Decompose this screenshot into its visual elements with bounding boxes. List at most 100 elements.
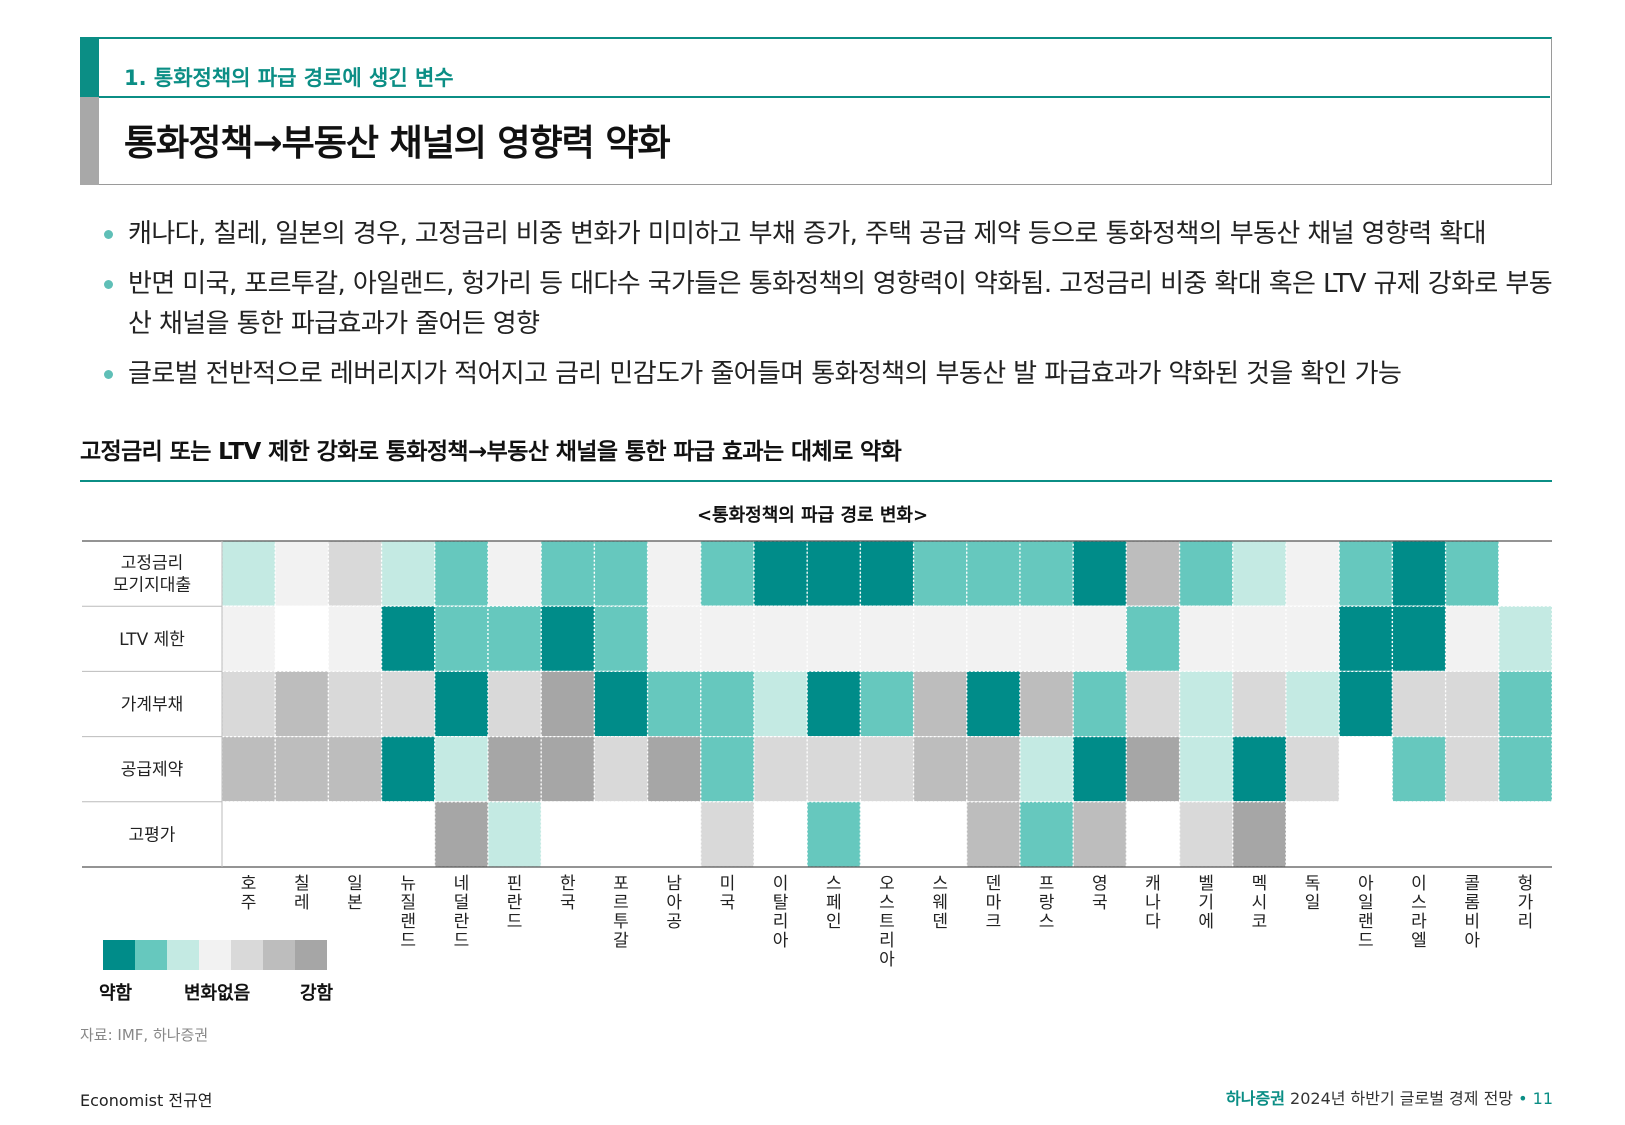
heatmap-cell xyxy=(1019,801,1074,868)
heatmap-cell xyxy=(646,605,702,673)
legend-label-nochange: 변화없음 xyxy=(184,983,251,1004)
heatmap-cell xyxy=(1391,735,1447,803)
heatmap-cell xyxy=(487,540,542,607)
heatmap-cell xyxy=(1125,605,1181,673)
legend-swatch xyxy=(103,940,135,970)
heading-rule xyxy=(80,480,1552,482)
row-label: 고정금리 xyxy=(121,554,184,574)
heatmap-cell xyxy=(434,605,489,673)
heatmap-cell xyxy=(859,735,915,803)
heatmap-cell xyxy=(1498,540,1553,607)
heatmap-cell xyxy=(1285,801,1340,868)
heatmap-cell xyxy=(1285,670,1340,738)
legend-label-strong: 강함 xyxy=(300,983,334,1004)
heatmap-cell xyxy=(221,540,276,607)
heatmap-cell xyxy=(221,801,276,868)
section-label: 1. 통화정책의 파급 경로에 생긴 변수 xyxy=(124,66,454,90)
heatmap-cell xyxy=(753,670,808,738)
heatmap-cell xyxy=(1498,605,1553,673)
heatmap-cell xyxy=(912,735,968,803)
legend-swatch xyxy=(231,940,263,970)
heatmap-cell xyxy=(646,735,702,803)
heatmap-cell xyxy=(540,605,596,673)
heatmap-cell xyxy=(1338,540,1394,607)
bullet-text: 글로벌 전반적으로 레버리지가 적어지고 금리 민감도가 줄어들며 통화정책의 … xyxy=(128,359,1402,389)
heatmap-cell xyxy=(1125,801,1181,868)
heatmap-cell xyxy=(540,735,596,803)
heatmap-cell xyxy=(912,540,968,607)
bullet-text: 반면 미국, 포르투갈, 아일랜드, 헝가리 등 대다수 국가들은 통화정책의 … xyxy=(128,269,1553,339)
heatmap-cell xyxy=(1178,801,1234,868)
row-label: 가계부채 xyxy=(121,695,184,715)
heatmap-cell xyxy=(1338,735,1394,803)
header-divider xyxy=(99,96,1550,98)
bullet-text: 캐나다, 칠레, 일본의 경우, 고정금리 비중 변화가 미미하고 부채 증가,… xyxy=(128,219,1487,249)
heatmap-cell xyxy=(1178,605,1234,673)
heatmap-cell xyxy=(1125,540,1181,607)
heatmap-cell xyxy=(1232,540,1287,607)
row-label: 공급제약 xyxy=(121,760,184,780)
legend-swatch xyxy=(263,940,295,970)
bullet-item: 캐나다, 칠레, 일본의 경우, 고정금리 비중 변화가 미미하고 부채 증가,… xyxy=(104,214,1564,254)
heatmap-cell xyxy=(700,670,755,738)
heatmap-cell xyxy=(327,540,383,607)
heatmap-cell xyxy=(1444,605,1500,673)
heatmap-cell xyxy=(1072,540,1128,607)
heatmap-cell xyxy=(753,605,808,673)
heatmap-cell xyxy=(380,540,436,607)
heatmap-cell xyxy=(540,670,596,738)
heatmap-cell xyxy=(274,605,330,673)
row-label: 고평가 xyxy=(129,825,176,845)
heatmap-cell xyxy=(1391,670,1447,738)
heatmap-cell xyxy=(806,670,862,738)
legend-swatch xyxy=(199,940,231,970)
heatmap-cell xyxy=(274,670,330,738)
heatmap-cell xyxy=(593,670,649,738)
heatmap-cell xyxy=(487,801,542,868)
heatmap-cell xyxy=(646,540,702,607)
heatmap-cell xyxy=(1072,605,1128,673)
footer-report: 하나증권 2024년 하반기 글로벌 경제 전망 • 11 xyxy=(1226,1085,1553,1109)
heatmap-cell xyxy=(274,735,330,803)
legend-label-weak: 약함 xyxy=(99,983,133,1004)
heatmap-cell xyxy=(859,801,915,868)
heatmap-cell xyxy=(753,801,808,868)
page-title: 통화정책→부동산 채널의 영향력 약화 xyxy=(124,123,671,164)
heatmap-cell xyxy=(1072,801,1128,868)
footer-brand: 하나증권 xyxy=(1226,1089,1285,1108)
bullet-dot-icon xyxy=(104,230,113,239)
heatmap-cell xyxy=(1178,540,1234,607)
heatmap-cell xyxy=(700,605,755,673)
heatmap-cell xyxy=(540,801,596,868)
heatmap-cell xyxy=(327,735,383,803)
bullet-item: 반면 미국, 포르투갈, 아일랜드, 헝가리 등 대다수 국가들은 통화정책의 … xyxy=(104,264,1564,344)
heatmap-cell xyxy=(1019,670,1074,738)
heatmap-cell xyxy=(487,735,542,803)
heatmap-cell xyxy=(753,735,808,803)
heatmap-cell xyxy=(1072,735,1128,803)
footer-author: Economist 전규연 xyxy=(80,1091,213,1110)
heatmap-cell xyxy=(1391,605,1447,673)
heatmap-cell xyxy=(274,801,330,868)
heatmap-cell xyxy=(1444,540,1500,607)
footer-report-title: 2024년 하반기 글로벌 경제 전망 xyxy=(1290,1089,1514,1108)
heatmap-cell xyxy=(1285,735,1340,803)
heatmap-cell xyxy=(434,735,489,803)
row-label: 모기지대출 xyxy=(113,576,191,596)
heatmap-cell xyxy=(753,540,808,607)
